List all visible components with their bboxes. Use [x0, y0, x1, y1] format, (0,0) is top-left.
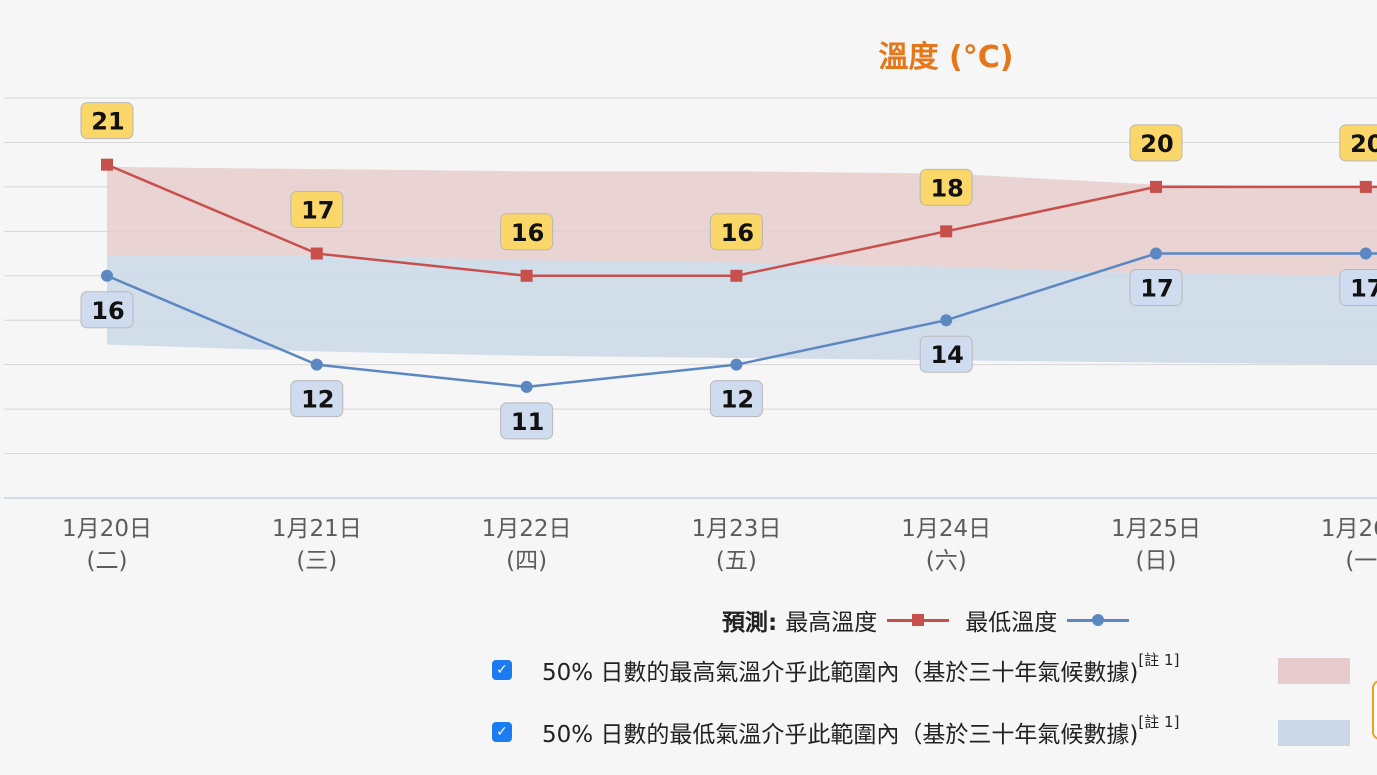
max-temp-label: 20: [1129, 124, 1183, 162]
max-temp-marker: [1150, 180, 1162, 193]
min-temp-marker: [1359, 247, 1372, 260]
band-max-legend[interactable]: ✓ 50% 日數的最高氣溫介乎此範圍內（基於三十年氣候數據) [註 1]: [492, 650, 1350, 690]
x-tick-day: (四): [506, 548, 547, 574]
label-value: 21: [91, 108, 124, 136]
x-tick-day: (日): [1136, 548, 1177, 574]
band-min-checkbox[interactable]: ✓: [492, 722, 512, 742]
max-temp-marker: [730, 269, 743, 282]
band-max-swatch: [1278, 658, 1350, 684]
min-temp-marker: [310, 358, 323, 371]
label-box: [290, 191, 344, 229]
max-temp-label: 16: [709, 213, 763, 251]
x-tick-day: (五): [716, 548, 757, 574]
min-temp-label: 17: [1129, 269, 1183, 307]
scroll-tab[interactable]: [1372, 680, 1377, 740]
label-box: [290, 380, 344, 418]
x-tick-date: 1月21日: [272, 516, 362, 542]
label-box: [919, 335, 973, 373]
label-value: 14: [930, 341, 963, 369]
label-box: [919, 168, 973, 206]
label-box: [500, 213, 554, 251]
series-legend: 預測: 最高溫度 最低溫度: [722, 602, 1145, 638]
max-temp-marker: [940, 225, 953, 238]
label-box: [1129, 269, 1183, 307]
min-temp-label: 11: [500, 402, 554, 440]
max-temp-label: 21: [80, 102, 134, 140]
label-box: [1129, 124, 1183, 162]
x-tick-date: 1月23日: [691, 516, 781, 542]
label-box: [709, 380, 763, 418]
max-temp-marker: [310, 247, 323, 260]
min-temp-line: [106, 252, 1377, 389]
data-labels: 21 17 16 16 18 20 20 16 12 11 12 14 17 17: [80, 102, 1377, 440]
band-min-note[interactable]: [註 1]: [1138, 712, 1180, 731]
min-temp-marker: [101, 269, 113, 282]
x-tick-date: 1月22日: [482, 516, 572, 542]
label-value: 16: [511, 219, 544, 247]
label-value: 20: [1140, 130, 1173, 158]
x-tick-day: (六): [926, 548, 967, 574]
label-box: [500, 402, 554, 440]
min-temp-label: 12: [709, 380, 763, 418]
label-value: 12: [301, 386, 334, 414]
x-tick-date: 1月26日: [1321, 516, 1377, 542]
max-temp-marker: [1359, 180, 1372, 193]
label-value: 20: [1350, 130, 1377, 158]
legend-max-label[interactable]: 最高溫度: [785, 610, 878, 636]
label-value: 16: [91, 297, 124, 325]
max-temp-line: [106, 163, 1377, 278]
chart-title: 溫度 (°C): [879, 40, 1014, 75]
max-temp-marker: [520, 269, 533, 282]
x-tick-day: (二): [87, 548, 128, 574]
legend-lead: 預測:: [722, 610, 778, 636]
legend-min-swatch[interactable]: [1067, 610, 1130, 630]
x-tick-date: 1月25日: [1111, 516, 1201, 542]
temperature-chart: 溫度 (°C) 21 17 16 16 18 20 20 16 12 11 12 14 17 17 1月2…: [4, 40, 1377, 574]
label-value: 11: [511, 408, 544, 436]
min-temp-label: 16: [80, 291, 134, 329]
band-min-legend[interactable]: ✓ 50% 日數的最低氣溫介乎此範圍內（基於三十年氣候數據) [註 1]: [492, 712, 1350, 752]
label-box: [709, 213, 763, 251]
band-min-swatch: [1278, 720, 1350, 746]
series-lines: [106, 163, 1377, 389]
band-max-text: 50% 日數的最高氣溫介乎此範圍內（基於三十年氣候數據): [542, 660, 1139, 686]
min-temp-label: 17: [1339, 269, 1377, 307]
max-temp-label: 16: [500, 213, 554, 251]
x-axis-ticks: 1月20日 (二) 1月21日 (三) 1月22日 (四) 1月23日 (五) 1月24日 (六)…: [62, 516, 1377, 574]
label-box: [80, 291, 134, 329]
label-box: [80, 102, 134, 140]
x-tick-day: (三): [296, 548, 337, 574]
min-temp-marker: [730, 358, 743, 371]
min-temp-marker: [1150, 247, 1162, 260]
max-temp-label: 18: [919, 168, 973, 206]
label-value: 16: [721, 219, 754, 247]
x-tick-date: 1月24日: [901, 516, 991, 542]
min-temp-label: 12: [290, 380, 344, 418]
label-value: 12: [721, 386, 754, 414]
band-min-text: 50% 日數的最低氣溫介乎此範圍內（基於三十年氣候數據): [542, 722, 1139, 748]
x-tick-date: 1月20日: [62, 516, 152, 542]
band-max-note[interactable]: [註 1]: [1138, 650, 1180, 669]
min-temp-marker: [940, 314, 953, 327]
max-temp-label: 20: [1339, 124, 1377, 162]
x-tick-day: (一): [1345, 548, 1377, 574]
label-value: 17: [301, 197, 334, 225]
min-temp-marker: [520, 380, 533, 393]
label-box: [1339, 124, 1377, 162]
legend-min-label[interactable]: 最低溫度: [965, 610, 1058, 636]
band-max-checkbox[interactable]: ✓: [492, 660, 512, 680]
series-markers: [101, 158, 1372, 393]
label-value: 17: [1350, 275, 1377, 303]
label-value: 17: [1140, 275, 1173, 303]
max-temp-label: 17: [290, 191, 344, 229]
legend-max-swatch[interactable]: [887, 610, 950, 630]
label-value: 18: [930, 174, 963, 202]
min-temp-label: 14: [919, 335, 973, 373]
label-box: [1339, 269, 1377, 307]
max-temp-marker: [101, 158, 113, 171]
